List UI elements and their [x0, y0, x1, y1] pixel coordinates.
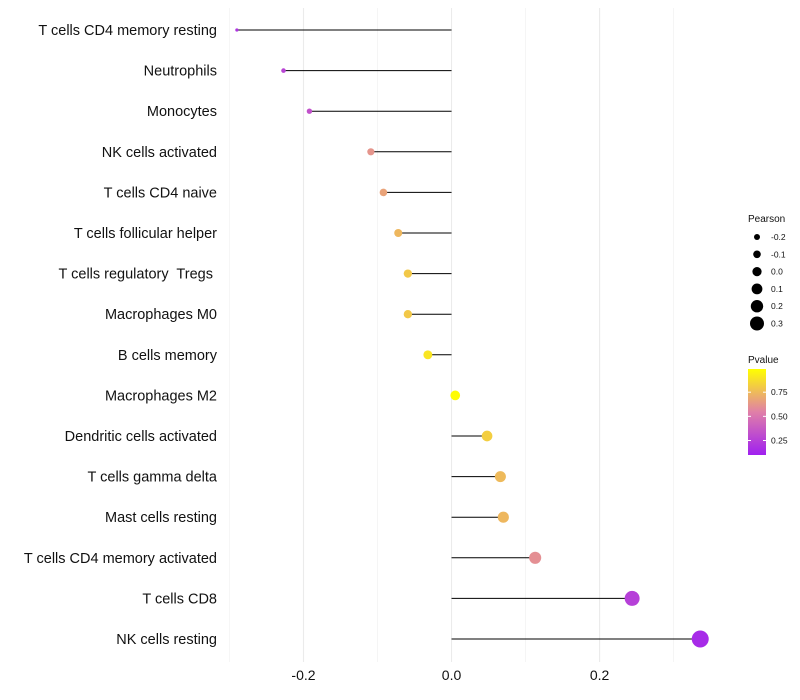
lollipop-dots	[235, 28, 709, 648]
x-axis-ticks: -0.2 0.0 0.2	[291, 667, 609, 683]
category-label-6: T cells regulatory Tregs	[59, 267, 218, 283]
legend-pearson-key-2	[752, 267, 762, 277]
category-label-14: T cells CD8	[142, 591, 217, 607]
legend-pearson-title: Pearson	[748, 214, 785, 225]
legend-pearson-key-5	[750, 316, 764, 331]
category-label-12: Mast cells resting	[105, 510, 217, 526]
x-tick-label-1: 0.0	[442, 667, 462, 683]
dot-7	[403, 310, 413, 319]
category-label-1: Neutrophils	[144, 64, 217, 80]
legend-pvalue-title: Pvalue	[748, 355, 779, 366]
legend-pearson-key-4	[750, 300, 764, 313]
legend-pearson-label-3: 0.1	[771, 284, 783, 294]
legend-pearson-label-0: -0.2	[771, 232, 786, 242]
dot-14	[624, 590, 640, 606]
grid-lines	[229, 8, 674, 662]
lollipop-stems	[236, 29, 701, 640]
category-label-9: Macrophages M2	[105, 388, 217, 404]
legend-pearson: Pearson -0.2 -0.1 0.0 0.1 0.2 0.3	[748, 214, 786, 331]
dot-1	[281, 68, 286, 73]
legend-pvalue-label-2: 0.75	[771, 387, 788, 397]
legend-pearson-label-4: 0.2	[771, 301, 783, 311]
dot-15	[691, 630, 709, 648]
dot-8	[423, 350, 433, 360]
category-label-10: Dendritic cells activated	[65, 429, 217, 445]
legend-pearson-key-3	[751, 283, 763, 295]
dot-0	[235, 28, 239, 32]
category-labels: T cells CD4 memory resting Neutrophils Mon…	[24, 23, 218, 648]
dot-9	[450, 390, 461, 401]
legend-pvalue-label-0: 0.25	[771, 436, 788, 446]
category-label-13: T cells CD4 memory activated	[24, 551, 217, 567]
dot-10	[481, 430, 493, 442]
category-label-8: B cells memory	[118, 348, 218, 364]
legend-pearson-key-1	[753, 250, 761, 259]
category-label-15: NK cells resting	[116, 632, 217, 648]
x-tick-label-0: -0.2	[291, 667, 315, 683]
category-label-7: Macrophages M0	[105, 307, 217, 323]
category-label-5: T cells follicular helper	[74, 226, 217, 242]
dot-12	[497, 511, 509, 523]
legend-pvalue-label-1: 0.50	[771, 411, 788, 421]
legend-pearson-label-1: -0.1	[771, 249, 786, 259]
legend-pearson-label-5: 0.3	[771, 319, 783, 329]
category-label-0: T cells CD4 memory resting	[38, 23, 217, 39]
legend-pvalue: Pvalue 0.25 0.50 0.75	[748, 355, 788, 455]
legend-pearson-key-0	[754, 234, 760, 240]
dot-2	[306, 108, 313, 114]
legend-pvalue-colorbar	[748, 369, 766, 455]
category-label-2: Monocytes	[147, 104, 217, 120]
category-label-3: NK cells activated	[102, 145, 217, 161]
x-tick-label-2: 0.2	[590, 667, 610, 683]
dot-11	[494, 471, 506, 483]
dot-5	[394, 228, 403, 238]
dot-4	[379, 188, 388, 197]
category-label-4: T cells CD4 naive	[104, 185, 217, 201]
dot-6	[403, 269, 413, 278]
dot-13	[529, 551, 542, 564]
legend-pearson-label-2: 0.0	[771, 267, 783, 277]
dot-3	[367, 148, 375, 156]
category-label-11: T cells gamma delta	[88, 470, 218, 486]
